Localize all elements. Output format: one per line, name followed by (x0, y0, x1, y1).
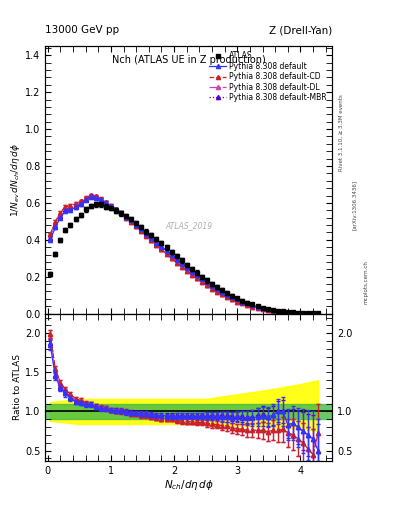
Text: mcplots.cern.ch: mcplots.cern.ch (364, 260, 369, 304)
X-axis label: $N_{ch}/d\eta\,d\phi$: $N_{ch}/d\eta\,d\phi$ (163, 478, 214, 493)
Legend: ATLAS, Pythia 8.308 default, Pythia 8.308 default-CD, Pythia 8.308 default-DL, P: ATLAS, Pythia 8.308 default, Pythia 8.30… (208, 50, 328, 103)
Text: Rivet 3.1.10, ≥ 3.3M events: Rivet 3.1.10, ≥ 3.3M events (339, 95, 344, 172)
Text: Nch (ATLAS UE in Z production): Nch (ATLAS UE in Z production) (112, 55, 266, 66)
Text: 13000 GeV pp: 13000 GeV pp (45, 26, 119, 35)
Text: ATLAS_2019: ATLAS_2019 (165, 221, 212, 230)
Y-axis label: Ratio to ATLAS: Ratio to ATLAS (13, 354, 22, 420)
Text: [arXiv:1306.3436]: [arXiv:1306.3436] (352, 180, 357, 230)
Y-axis label: $1/N_{ev}\,dN_{ch}/d\eta\,d\phi$: $1/N_{ev}\,dN_{ch}/d\eta\,d\phi$ (9, 143, 22, 217)
Text: Z (Drell-Yan): Z (Drell-Yan) (269, 26, 332, 35)
